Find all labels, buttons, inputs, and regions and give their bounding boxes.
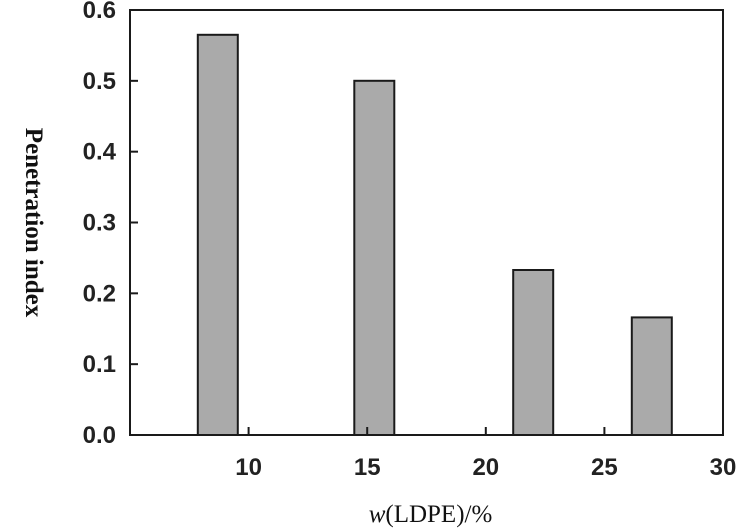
y-tick-label-6: 0.6 <box>83 0 116 24</box>
x-axis-title-variable: w <box>369 501 386 528</box>
y-tick-label-2: 0.2 <box>83 280 116 307</box>
y-tick-label-1: 0.1 <box>83 351 116 378</box>
x-axis-title: w(LDPE)/% <box>369 501 493 528</box>
y-tick-label-5: 0.5 <box>83 68 116 95</box>
y-tick-label-4: 0.4 <box>83 139 117 166</box>
x-axis-title-unit: (LDPE)/% <box>385 501 492 528</box>
x-tick-label-1: 15 <box>354 454 381 481</box>
x-tick-label-2: 20 <box>472 454 499 481</box>
bar-2 <box>512 269 555 436</box>
y-tick-label-0: 0.0 <box>83 422 116 449</box>
bars-layer <box>196 33 673 437</box>
bar-0 <box>196 33 239 437</box>
y-axis: 0.0 0.1 0.2 0.3 0.4 0.5 0.6 <box>83 0 138 449</box>
x-tick-label-3: 25 <box>591 454 618 481</box>
x-axis: 10 15 20 25 30 <box>235 427 736 481</box>
x-tick-label-0: 10 <box>235 454 262 481</box>
y-axis-title: Penetration index <box>20 128 47 318</box>
bar-1 <box>353 79 396 437</box>
bar-3 <box>630 316 673 436</box>
y-tick-label-3: 0.3 <box>83 210 116 237</box>
x-tick-label-4: 30 <box>710 454 737 481</box>
